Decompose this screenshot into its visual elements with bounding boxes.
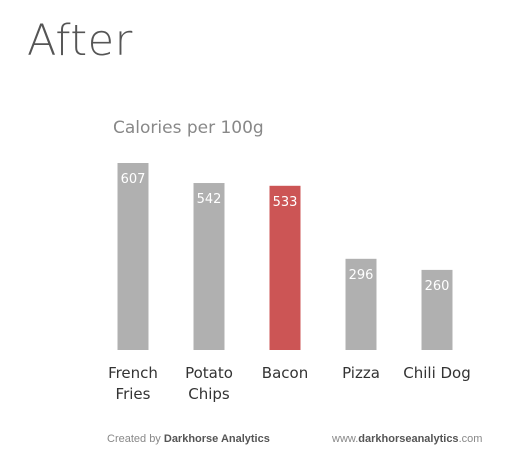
category-label-3-0: Pizza [342, 364, 380, 382]
bar-value-label-4: 260 [425, 279, 450, 294]
chart-title: Calories per 100g [113, 118, 264, 138]
bar-value-label-0: 607 [121, 172, 146, 187]
bar-0 [117, 163, 149, 350]
page-heading: After [27, 16, 133, 66]
bar-1 [193, 183, 225, 350]
bar-value-label-2: 533 [273, 195, 298, 210]
credit-url[interactable]: www.darkhorseanalytics.com [332, 433, 482, 445]
bar-2 [269, 185, 301, 350]
bar-4 [421, 269, 453, 350]
category-label-1-1: Chips [188, 385, 230, 403]
credit-brand: Darkhorse Analytics [163, 433, 270, 445]
url-brand: darkhorseanalytics [358, 433, 459, 445]
bar-value-label-1: 542 [197, 192, 222, 207]
credit-created-by: Created by Darkhorse Analytics [107, 433, 270, 445]
category-label-0-0: French [108, 364, 158, 382]
url-suffix: .com [458, 433, 483, 445]
bars-group: 607 French Fries 542 Potato Chips 533 Bacon 296 P… [108, 163, 471, 403]
credit-prefix: Created by [107, 433, 161, 445]
bar-3 [345, 258, 377, 350]
category-label-1-0: Potato [185, 364, 233, 382]
url-prefix: www. [332, 433, 359, 445]
bar-value-label-3: 296 [349, 268, 374, 283]
category-label-4-0: Chili Dog [403, 364, 471, 382]
category-label-0-1: Fries [116, 385, 151, 403]
category-label-2-0: Bacon [262, 364, 308, 382]
